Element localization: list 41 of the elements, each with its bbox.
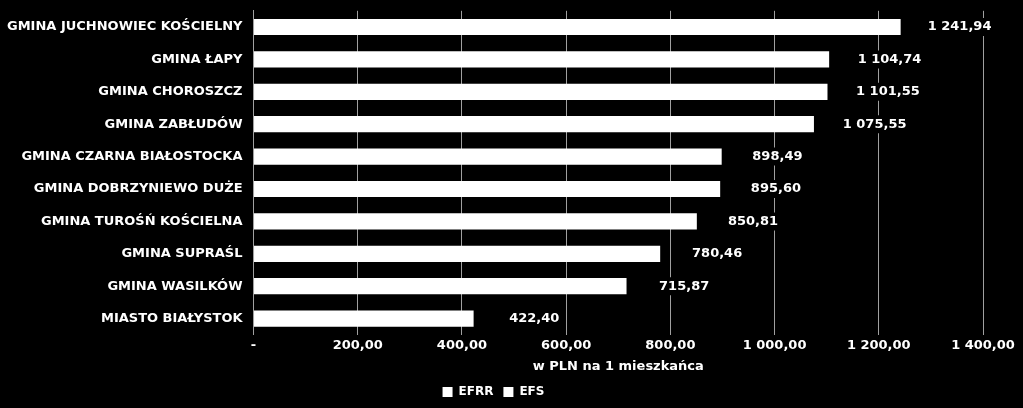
x-tick-label: 1 400,00 (951, 336, 1015, 352)
y-tick-label: GMINA WASILKÓW (107, 277, 243, 293)
data-label: 898,49 (752, 147, 803, 163)
y-tick-label: GMINA CHOROSZCZ (98, 83, 243, 99)
bar (254, 310, 474, 327)
data-label: 850,81 (727, 212, 779, 228)
y-tick-label: GMINA SUPRAŚL (121, 245, 243, 261)
data-label: 1 101,55 (856, 83, 920, 99)
bar (254, 180, 721, 198)
data-label: 895,60 (750, 180, 802, 196)
y-tick-label: GMINA CZARNA BIAŁOSTOCKA (21, 147, 243, 163)
y-tick-label: MIASTO BIAŁYSTOK (100, 309, 244, 325)
x-tick-label: 400,00 (436, 336, 488, 352)
bar (254, 213, 697, 230)
data-label: 1 241,94 (927, 18, 992, 34)
bar (254, 245, 661, 262)
y-tick-label: GMINA TUROŚŃ KOŚCIELNA (40, 212, 243, 228)
bar (254, 51, 830, 68)
x-tick-label: 200,00 (332, 336, 383, 352)
x-tick-label: 1 200,00 (846, 336, 911, 352)
legend-label: EFS (519, 384, 545, 399)
data-label: 780,46 (692, 245, 743, 261)
y-tick-label: GMINA ZABŁUDÓW (104, 115, 243, 131)
bar (254, 278, 627, 295)
bar (254, 148, 722, 165)
y-tick-label: GMINA DOBRZYNIEWO DUŻE (33, 180, 243, 196)
x-tick-label: 800,00 (645, 336, 696, 352)
x-axis-title: w PLN na 1 mieszkańca (532, 357, 704, 373)
data-label: 1 075,55 (842, 115, 907, 131)
data-label: 715,87 (659, 277, 710, 293)
x-tick-label: 600,00 (541, 336, 592, 352)
legend-label: EFRR (458, 384, 494, 399)
bar (254, 18, 901, 36)
data-label: 1 104,74 (857, 50, 922, 66)
x-tick-label: - (250, 336, 257, 352)
y-tick-label: GMINA JUCHNOWIEC KOŚCIELNY (6, 18, 244, 34)
bar (254, 116, 814, 133)
x-tick-label: 1 000,00 (742, 336, 807, 352)
data-label: 422,40 (509, 309, 560, 325)
y-tick-label: GMINA ŁAPY (151, 50, 244, 66)
bar (254, 83, 828, 100)
